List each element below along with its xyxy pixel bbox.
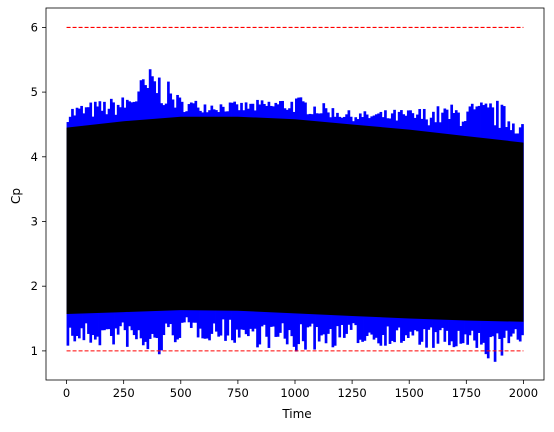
y-tick-label: 3 bbox=[31, 214, 38, 228]
y-axis-title: Cp bbox=[9, 188, 23, 204]
x-axis-title: Time bbox=[281, 407, 311, 421]
y-tick-label: 6 bbox=[31, 20, 38, 34]
x-tick-label: 1000 bbox=[280, 386, 309, 400]
series-group bbox=[66, 26, 524, 362]
core-band bbox=[66, 116, 524, 322]
x-tick-label: 2000 bbox=[509, 386, 538, 400]
y-tick-label: 2 bbox=[31, 279, 38, 293]
y-tick-label: 5 bbox=[31, 85, 38, 99]
y-tick-label: 1 bbox=[31, 344, 38, 358]
x-tick-label: 1750 bbox=[452, 386, 481, 400]
x-tick-label: 0 bbox=[63, 386, 70, 400]
y-tick-label: 4 bbox=[31, 150, 38, 164]
x-tick-label: 1500 bbox=[395, 386, 424, 400]
x-tick-label: 750 bbox=[227, 386, 249, 400]
x-tick-label: 500 bbox=[170, 386, 192, 400]
x-tick-label: 1250 bbox=[337, 386, 366, 400]
plot-area bbox=[66, 26, 524, 362]
x-tick-label: 250 bbox=[113, 386, 135, 400]
tick-group: 0 250 500 750 1000 1250 1500 1750 2000 1 2 3 4 5 6 bbox=[31, 20, 538, 400]
